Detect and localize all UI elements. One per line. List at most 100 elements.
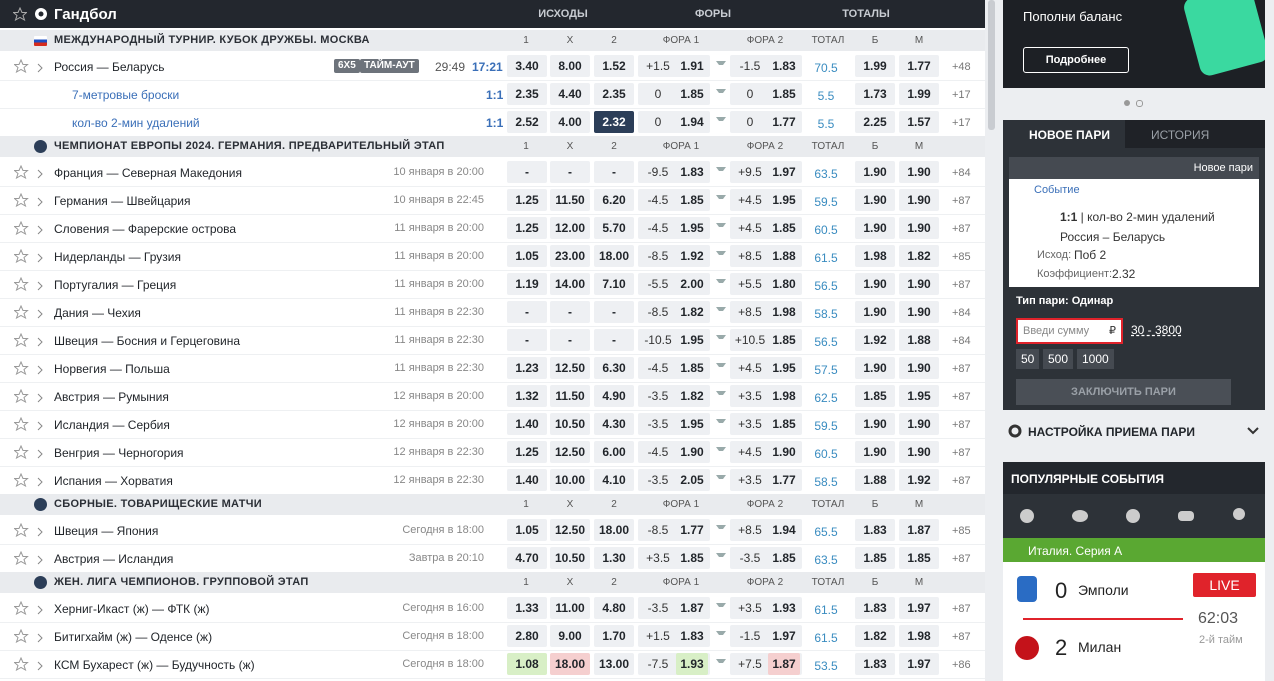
odd[interactable]: 10.00: [550, 469, 590, 491]
odd[interactable]: 1.88: [855, 469, 895, 491]
more-markets[interactable]: +48: [952, 61, 971, 73]
odd[interactable]: 1.99: [899, 83, 939, 105]
favorite-star[interactable]: [14, 417, 46, 431]
odd[interactable]: 1.85: [855, 385, 895, 407]
favorite-star[interactable]: [14, 333, 46, 347]
odd[interactable]: 1.90: [855, 273, 895, 295]
more-markets[interactable]: +87: [952, 363, 971, 375]
odd[interactable]: 1.94: [772, 523, 796, 537]
odd[interactable]: 1.92: [680, 249, 704, 263]
odd[interactable]: 1.95: [680, 221, 704, 235]
odd[interactable]: 1.95: [680, 417, 704, 431]
odd[interactable]: -: [507, 301, 547, 323]
odd[interactable]: 6.00: [594, 441, 634, 463]
event-row[interactable]: Исландия — Сербия 12 января в 20:00 1.40 10…: [0, 410, 985, 439]
odd[interactable]: 1.90: [855, 189, 895, 211]
odd[interactable]: -: [550, 329, 590, 351]
odd[interactable]: 1.25: [507, 441, 547, 463]
odd[interactable]: 1.33: [507, 597, 547, 619]
odd[interactable]: 1.77: [680, 523, 704, 537]
star-icon[interactable]: [13, 7, 27, 21]
more-markets[interactable]: +17: [952, 89, 971, 101]
odd[interactable]: 1.90: [855, 301, 895, 323]
odd[interactable]: 1.90: [855, 413, 895, 435]
odd[interactable]: 1.90: [855, 441, 895, 463]
odd[interactable]: 1.90: [680, 445, 704, 459]
odd[interactable]: 1.90: [855, 217, 895, 239]
odd[interactable]: 14.00: [550, 273, 590, 295]
group-header[interactable]: ИСХОДЫ: [538, 8, 588, 20]
favorite-star[interactable]: [14, 305, 46, 319]
odd[interactable]: 1.85: [680, 361, 704, 375]
event-row[interactable]: Россия — Беларусь 6Х5 ТАЙМ-АУТ 29:49 17:21 3.…: [0, 52, 985, 81]
scrollbar[interactable]: [988, 0, 995, 130]
event-name[interactable]: Австрия — Румыния: [54, 390, 169, 404]
odd[interactable]: 1.82: [855, 625, 895, 647]
odd[interactable]: 1.90: [855, 357, 895, 379]
odd[interactable]: 2.32: [594, 111, 634, 133]
odd[interactable]: 1.73: [855, 83, 895, 105]
amount-chip[interactable]: 1000: [1077, 349, 1114, 369]
odd[interactable]: 1.85: [772, 87, 796, 101]
event-row[interactable]: Австрия — Исландия Завтра в 20:10 4.70 10.5…: [0, 544, 985, 573]
odd[interactable]: 12.50: [550, 519, 590, 541]
odd[interactable]: 1.83: [680, 629, 704, 643]
odd[interactable]: 1.90: [899, 441, 939, 463]
amount-chip[interactable]: 50: [1016, 349, 1040, 369]
event-name[interactable]: Швеция — Босния и Герцеговина: [54, 334, 241, 348]
odd[interactable]: 10.50: [550, 413, 590, 435]
event-row[interactable]: Нидерланды — Грузия 11 января в 20:00 1.05…: [0, 242, 985, 271]
odd[interactable]: 1.85: [680, 551, 704, 565]
event-name[interactable]: КСМ Бухарест (ж) — Будучность (ж): [54, 658, 255, 672]
odd[interactable]: 1.97: [772, 629, 796, 643]
odd[interactable]: 2.35: [507, 83, 547, 105]
odd[interactable]: 1.97: [899, 653, 939, 675]
odd[interactable]: 5.70: [594, 217, 634, 239]
odd[interactable]: 9.00: [550, 625, 590, 647]
odd[interactable]: 1.30: [594, 547, 634, 569]
favorite-star[interactable]: [14, 277, 46, 291]
event-name[interactable]: Словения — Фарерские острова: [54, 222, 237, 236]
odd[interactable]: 10.50: [550, 547, 590, 569]
odd[interactable]: 1.83: [855, 653, 895, 675]
odd[interactable]: 1.23: [507, 357, 547, 379]
odd[interactable]: 2.80: [507, 625, 547, 647]
odd[interactable]: 1.98: [899, 625, 939, 647]
odd[interactable]: 1.87: [680, 601, 704, 615]
odd[interactable]: 1.97: [772, 165, 796, 179]
event-name[interactable]: Испания — Хорватия: [54, 474, 173, 488]
odd[interactable]: 1.87: [899, 519, 939, 541]
odd[interactable]: 8.00: [550, 55, 590, 77]
event-row[interactable]: КСМ Бухарест (ж) — Будучность (ж) Сегодня…: [0, 650, 985, 679]
odd[interactable]: 2.05: [680, 473, 704, 487]
odd[interactable]: 1.95: [772, 361, 796, 375]
odd[interactable]: 3.40: [507, 55, 547, 77]
odd[interactable]: 1.32: [507, 385, 547, 407]
event-row[interactable]: Австрия — Румыния 12 января в 20:00 1.32 11…: [0, 382, 985, 411]
odd[interactable]: 1.77: [772, 473, 796, 487]
event-name[interactable]: Австрия — Исландия: [54, 552, 174, 566]
event-row[interactable]: Германия — Швейцария 10 января в 22:45 1.2…: [0, 186, 985, 215]
more-markets[interactable]: +85: [952, 525, 971, 537]
odd[interactable]: 1.77: [899, 55, 939, 77]
odd[interactable]: 1.98: [855, 245, 895, 267]
odd[interactable]: 4.90: [594, 385, 634, 407]
favorite-star[interactable]: [14, 523, 46, 537]
odd[interactable]: 1.40: [507, 413, 547, 435]
odd[interactable]: 1.90: [772, 445, 796, 459]
odd[interactable]: 1.05: [507, 519, 547, 541]
odd[interactable]: 2.35: [594, 83, 634, 105]
odd[interactable]: 1.85: [899, 547, 939, 569]
odd[interactable]: 1.77: [772, 115, 796, 129]
more-markets[interactable]: +87: [952, 447, 971, 459]
event-name[interactable]: Херниг-Икаст (ж) — ФТК (ж): [54, 602, 210, 616]
favorite-star[interactable]: [14, 221, 46, 235]
odd[interactable]: 13.00: [594, 653, 634, 675]
odd[interactable]: 12.50: [550, 441, 590, 463]
favorite-star[interactable]: [14, 59, 46, 73]
odd[interactable]: 1.92: [899, 469, 939, 491]
event-row[interactable]: Словения — Фарерские острова 11 января в …: [0, 214, 985, 243]
odd[interactable]: 4.80: [594, 597, 634, 619]
event-row[interactable]: Норвегия — Польша 11 января в 22:30 1.23 12…: [0, 354, 985, 383]
odd[interactable]: 1.95: [772, 193, 796, 207]
